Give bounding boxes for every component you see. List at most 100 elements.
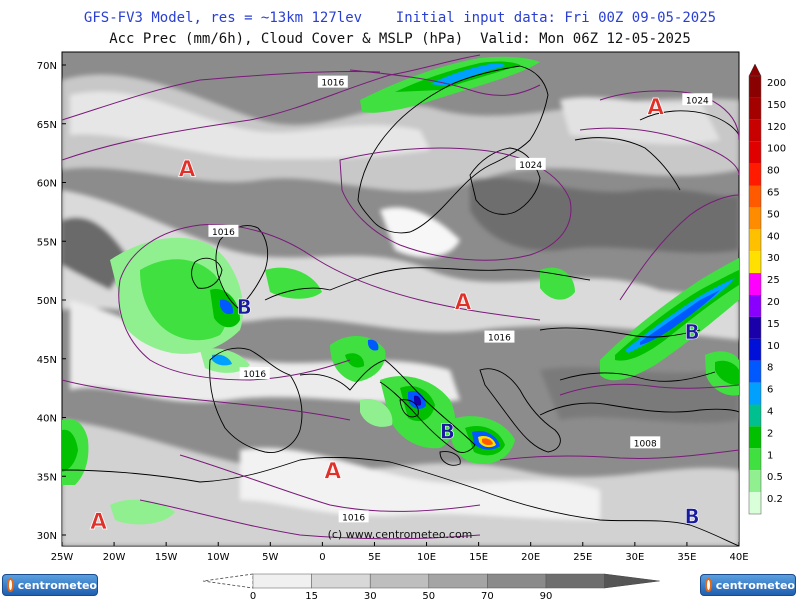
cloud-label: 15 <box>305 591 318 600</box>
lat-label: 70N <box>37 61 57 72</box>
isobar-label-box <box>317 75 348 88</box>
precip-swatch <box>749 251 761 274</box>
lon-label: 25W <box>51 552 74 563</box>
centrometeo-logo-left[interactable]: centrometeo <box>2 574 98 596</box>
precip-swatch <box>749 97 761 120</box>
isobars <box>62 54 739 540</box>
precip-bar-frame <box>748 75 762 515</box>
lat-label: 65N <box>37 120 57 131</box>
precip-swatch <box>749 404 761 427</box>
precip-swatch <box>749 119 761 142</box>
lon-label: 35E <box>677 552 696 563</box>
lon-label: 5W <box>262 552 278 563</box>
lon-label: 10E <box>417 552 436 563</box>
lat-label: 55N <box>37 237 57 248</box>
isobar-label-box <box>515 157 546 170</box>
low-pressure-center: B <box>440 420 455 444</box>
lon-label: 40E <box>729 552 748 563</box>
lat-label: 35N <box>37 472 57 483</box>
precip-swatch <box>749 338 761 361</box>
isobar-label: 1016 <box>321 79 344 89</box>
precip-label: 80 <box>767 166 780 177</box>
lon-label: 20E <box>521 552 540 563</box>
lon-label: 20W <box>103 552 126 563</box>
product-title: Acc Prec (mm/6h), Cloud Cover & MSLP (hP… <box>109 31 691 47</box>
high-pressure-center: A <box>90 510 107 535</box>
low-pressure-center: B <box>237 295 252 319</box>
isobar-label-box <box>630 436 661 449</box>
precip-label: 8 <box>767 363 773 374</box>
precipitation-colorbar: 200 150 120 100 80 65 50 40 30 25 20 15 10 8 6 4 2 1 0.5 0.… <box>748 63 786 515</box>
cloud-label: 70 <box>481 591 494 600</box>
precip-label: 65 <box>767 188 780 199</box>
cloud-swatch <box>369 573 430 589</box>
precip-label: 10 <box>767 341 780 352</box>
precip-swatch <box>749 426 761 449</box>
longitude-labels: 25W 20W 15W 10W 5W 0 5E 10E 15E 20E 25E 30E 35E 40E <box>51 542 749 563</box>
logo-text-right: centrometeo <box>715 578 795 592</box>
precip-label: 6 <box>767 385 773 396</box>
lon-label: 15W <box>155 552 178 563</box>
precip-swatch <box>749 382 761 405</box>
precip-swatch <box>749 316 761 339</box>
cloud-label: 50 <box>422 591 435 600</box>
precip-swatch <box>749 141 761 164</box>
lon-label: 5E <box>368 552 381 563</box>
watermark: (c) www.centrometeo.com <box>328 528 473 541</box>
precip-label: 40 <box>767 231 780 242</box>
cloudbar-left-arrow-icon <box>202 573 254 589</box>
cloud-swatch <box>311 573 371 589</box>
low-pressure-center: B <box>685 320 700 344</box>
lat-label: 45N <box>37 355 57 366</box>
precip-swatch <box>749 163 761 186</box>
precip-label: 100 <box>767 144 786 155</box>
isobar-label-box <box>338 510 369 523</box>
isobar-label: 1008 <box>634 439 657 449</box>
pressure-centers: A A A A A B B B B <box>90 95 701 536</box>
precip-swatch <box>749 207 761 230</box>
lat-label: 60N <box>37 179 57 190</box>
logo-circle-icon <box>705 578 712 592</box>
precip-label: 15 <box>767 319 780 330</box>
colorbar-arrow-icon <box>748 63 762 77</box>
isobar-label-box <box>484 330 515 343</box>
precip-label: 2 <box>767 428 773 439</box>
precip-swatch <box>749 492 761 514</box>
low-pressure-center: B <box>685 504 700 528</box>
precip-label: 150 <box>767 100 786 111</box>
cloud-swatch <box>545 573 605 589</box>
lon-label: 0 <box>319 552 325 563</box>
precip-label: 20 <box>767 297 780 308</box>
isobar-label-box <box>208 224 239 237</box>
precip-swatch <box>749 295 761 317</box>
logo-text-left: centrometeo <box>17 578 97 592</box>
cloud-swatch <box>487 573 547 589</box>
precip-swatch <box>749 76 761 98</box>
model-title: GFS-FV3 Model, res = ~13km 127lev Initia… <box>83 10 717 26</box>
precip-label: 200 <box>767 78 786 89</box>
isobar-label: 1024 <box>519 161 542 171</box>
high-pressure-center: A <box>178 158 195 183</box>
centrometeo-logo-right[interactable]: centrometeo <box>700 574 796 596</box>
logo-circle-icon <box>7 578 14 592</box>
isobar-label-box <box>239 367 270 380</box>
cloud-label: 90 <box>540 591 553 600</box>
lon-label: 30E <box>625 552 644 563</box>
isobar-label: 1024 <box>686 96 709 106</box>
precip-swatch <box>749 229 761 252</box>
cloud-swatch <box>252 573 312 589</box>
lon-label: 15E <box>469 552 488 563</box>
cloud-cover-colorbar: 0 15 30 50 70 90 <box>202 573 660 600</box>
isobar-label-box <box>682 93 713 106</box>
cloud-label: 0 <box>250 591 256 600</box>
precip-label: 25 <box>767 275 780 286</box>
high-pressure-center: A <box>324 460 341 485</box>
cloud-swatch <box>428 573 488 589</box>
isobar-label: 1016 <box>212 228 235 238</box>
precip-label: 4 <box>767 407 773 418</box>
precip-label: 120 <box>767 122 786 133</box>
precip-label: 0.2 <box>767 494 783 505</box>
lat-label: 40N <box>37 414 57 425</box>
high-pressure-center: A <box>454 290 471 315</box>
